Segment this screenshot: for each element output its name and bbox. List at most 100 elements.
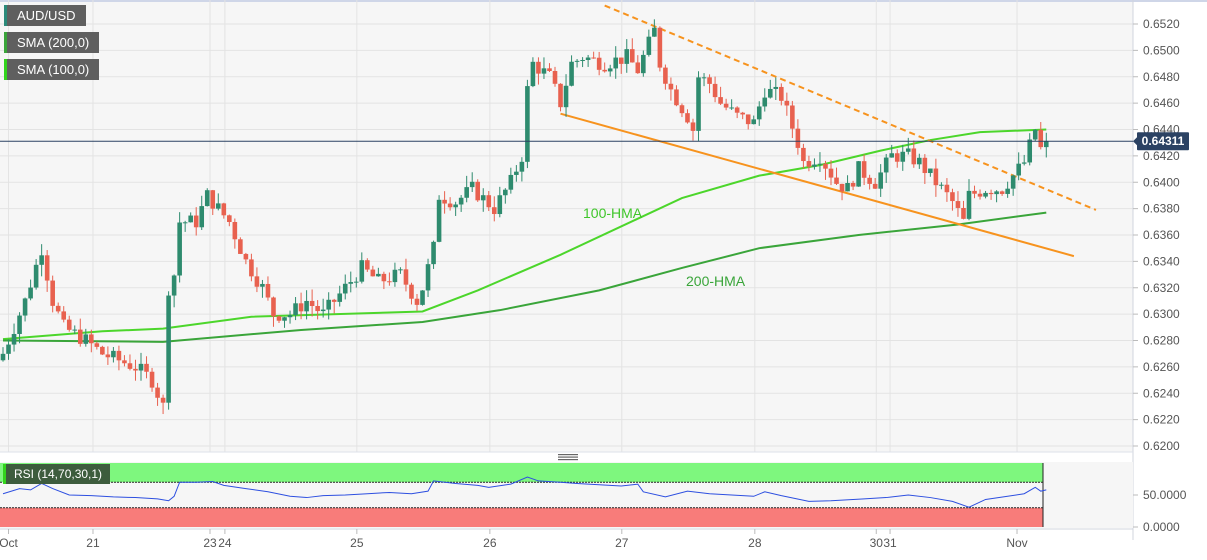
candle-body bbox=[773, 86, 779, 89]
candle-body bbox=[508, 174, 514, 190]
candle-body bbox=[751, 119, 757, 125]
candle-body bbox=[696, 77, 701, 131]
price-tick-label: 0.6360 bbox=[1143, 228, 1180, 242]
time-tick-label: 21 bbox=[86, 536, 100, 550]
candle bbox=[6, 339, 11, 360]
candle bbox=[403, 258, 409, 292]
candle-body bbox=[127, 363, 133, 369]
price-tick-label: 0.6400 bbox=[1143, 175, 1180, 189]
candle bbox=[453, 201, 458, 216]
candle bbox=[944, 178, 950, 202]
candle bbox=[723, 98, 729, 111]
candle-body bbox=[889, 153, 895, 158]
price-axis[interactable]: 0.65200.65000.64800.64600.64400.64200.64… bbox=[1133, 17, 1180, 453]
rsi-tick-label: 0.0000 bbox=[1143, 520, 1180, 534]
candle-body bbox=[282, 317, 287, 321]
candle-body bbox=[514, 171, 519, 175]
candle bbox=[558, 83, 563, 112]
candle bbox=[72, 325, 78, 335]
time-tick-label: 24 bbox=[218, 536, 232, 550]
hma200-line bbox=[2, 211, 1047, 343]
candle bbox=[409, 282, 414, 305]
candle-body bbox=[133, 368, 138, 371]
candle-body bbox=[525, 86, 530, 162]
candle bbox=[431, 240, 436, 269]
candle-body bbox=[458, 197, 464, 205]
candle bbox=[232, 218, 238, 249]
price-tick-label: 0.6240 bbox=[1143, 386, 1180, 400]
candle bbox=[657, 26, 663, 72]
candle bbox=[77, 318, 83, 347]
candle bbox=[872, 178, 878, 190]
candle-body bbox=[22, 298, 28, 316]
candle bbox=[398, 267, 403, 274]
candle bbox=[1010, 174, 1016, 196]
candle-body bbox=[387, 281, 392, 283]
candle bbox=[436, 195, 442, 243]
candle-body bbox=[453, 204, 458, 208]
candle-body bbox=[894, 153, 900, 162]
candle-body bbox=[883, 157, 889, 173]
candle-body bbox=[635, 62, 641, 74]
candle-body bbox=[767, 88, 773, 98]
candle-body bbox=[66, 319, 72, 330]
candle bbox=[392, 262, 398, 287]
candle bbox=[315, 300, 320, 320]
candle bbox=[133, 359, 138, 381]
candle bbox=[480, 188, 486, 212]
candle-body bbox=[541, 68, 547, 74]
candle-body bbox=[447, 203, 453, 208]
candle bbox=[712, 76, 718, 103]
legend-rsi[interactable]: RSI (14,70,30,1) bbox=[3, 464, 111, 484]
candle-body bbox=[1038, 129, 1044, 148]
candle-body bbox=[480, 195, 486, 201]
candle bbox=[756, 101, 762, 126]
candle-body bbox=[260, 283, 265, 287]
candle bbox=[508, 167, 514, 194]
candle-body bbox=[955, 201, 961, 208]
candle bbox=[983, 190, 988, 199]
legend-sma200[interactable]: SMA (200,0) bbox=[4, 32, 100, 53]
candle bbox=[569, 55, 574, 87]
candle-body bbox=[983, 192, 988, 197]
candle bbox=[889, 144, 895, 158]
time-axis[interactable]: Oct 21 23 24 25 26 27 28 30 31 Nov bbox=[0, 529, 1028, 550]
candle-body bbox=[933, 168, 939, 186]
candle-body bbox=[287, 315, 293, 318]
candle bbox=[503, 188, 508, 204]
candle bbox=[365, 258, 370, 272]
candle bbox=[1027, 133, 1033, 166]
candle bbox=[160, 394, 166, 415]
candle bbox=[320, 298, 326, 318]
candle bbox=[127, 354, 133, 371]
candle bbox=[337, 285, 343, 307]
rsi-overbought-zone bbox=[0, 463, 1043, 483]
last-price: 0.64311 bbox=[0, 132, 1189, 151]
candle bbox=[122, 355, 127, 367]
candle-body bbox=[536, 61, 541, 74]
candle-body bbox=[55, 305, 61, 312]
candle-body bbox=[469, 181, 475, 188]
candle bbox=[243, 252, 249, 265]
candle bbox=[690, 118, 696, 141]
candle bbox=[574, 58, 580, 68]
time-tick-label: Nov bbox=[1006, 536, 1027, 550]
candle bbox=[44, 250, 50, 292]
legend-symbol[interactable]: AUD/USD bbox=[4, 5, 86, 26]
candle bbox=[745, 114, 751, 130]
candle-body bbox=[679, 105, 685, 114]
candle bbox=[795, 119, 801, 155]
legend-sma100[interactable]: SMA (100,0) bbox=[4, 59, 100, 80]
candle bbox=[309, 289, 315, 317]
candle bbox=[155, 382, 160, 406]
candle-body bbox=[199, 206, 205, 228]
candle-body bbox=[972, 190, 977, 194]
candle-body bbox=[961, 207, 966, 219]
drag-handle-icon[interactable] bbox=[558, 454, 578, 461]
candle-body bbox=[403, 269, 409, 285]
candle-body bbox=[376, 273, 381, 277]
candle-body bbox=[309, 300, 315, 306]
candle-body bbox=[431, 241, 436, 265]
candle bbox=[663, 64, 668, 90]
